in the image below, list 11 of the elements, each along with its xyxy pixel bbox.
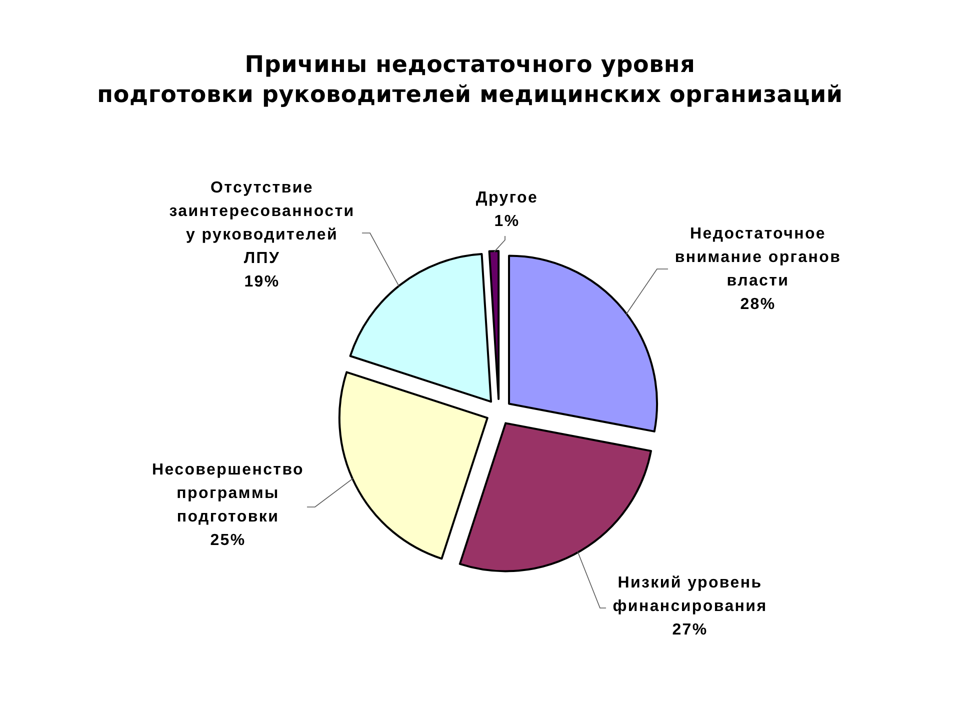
- slice-label: Другое: [476, 190, 538, 207]
- data-label: 1%: [494, 213, 520, 230]
- slice-label: Несовершенство программы подготовки: [152, 462, 304, 526]
- data-label: 27%: [672, 622, 708, 639]
- slice-label: Недостаточное внимание органов власти: [674, 226, 842, 290]
- data-label: 25%: [210, 532, 246, 550]
- slice-label: Низкий уровень финансирования: [612, 574, 768, 616]
- slice-label: Отсутствие заинтересованности у руководителей ЛПУ: [169, 180, 355, 268]
- data-label: 28%: [740, 296, 776, 314]
- chart-title: Причины недостаточного уровня подготовки руководителей медицинских организаций: [97, 52, 843, 108]
- data-label: 19%: [244, 274, 280, 291]
